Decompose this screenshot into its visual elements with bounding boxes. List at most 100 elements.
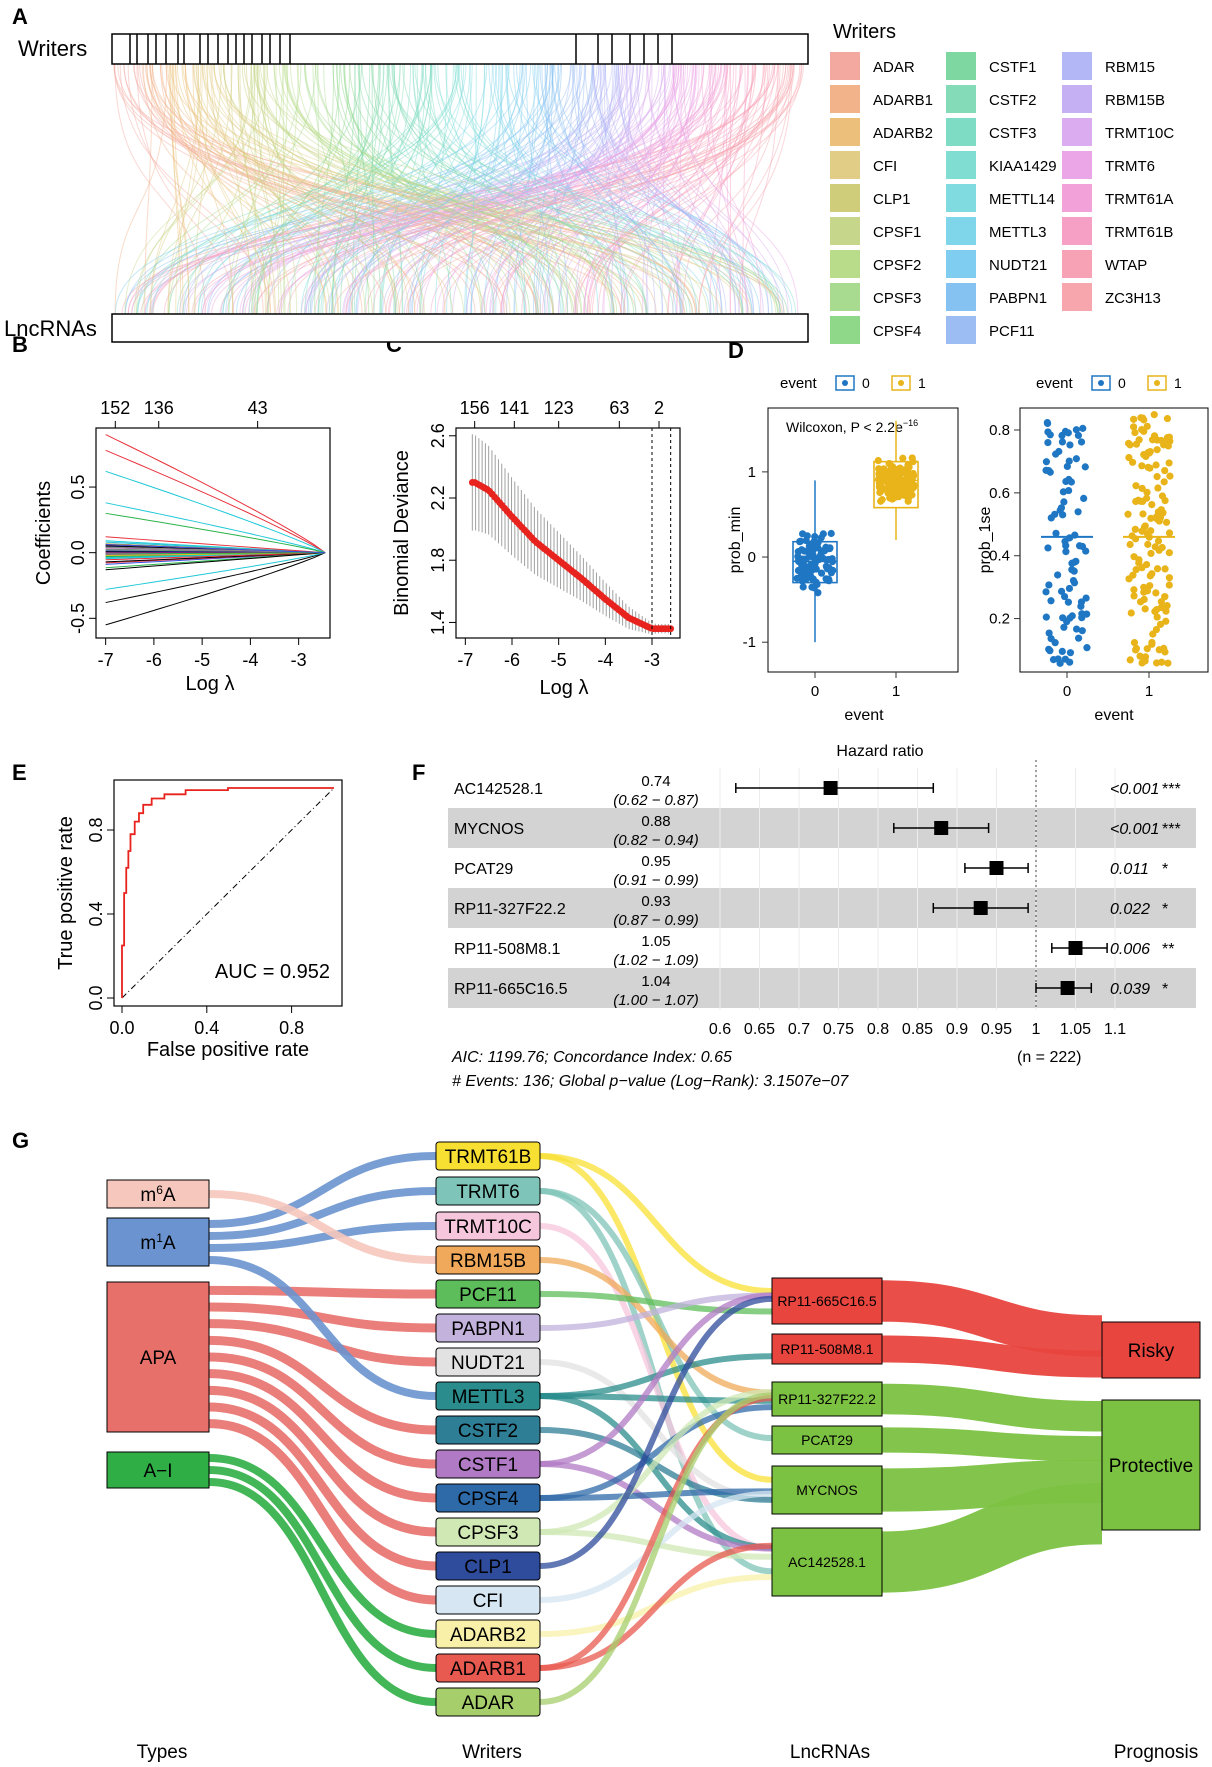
point-event-0 [1059, 614, 1067, 622]
row-p: <0.001 [1110, 781, 1159, 798]
writer-label: RBM15B [450, 1251, 526, 1272]
flow-line [282, 63, 285, 315]
point-event-1 [1140, 427, 1148, 435]
flow-line [142, 63, 275, 315]
flow-line [176, 63, 554, 315]
coef-path [105, 470, 326, 554]
flow-line [576, 63, 629, 315]
flow-line [500, 63, 729, 315]
flow-line [197, 63, 255, 315]
flow-line [124, 63, 555, 315]
lncrna-label: RP11-665C16.5 [777, 1293, 877, 1309]
legend-label-rbm15: RBM15 [1105, 59, 1155, 76]
x-tick-label: -3 [291, 650, 307, 670]
point-event-0 [800, 570, 808, 578]
flow-line [573, 63, 755, 315]
flow-line [201, 63, 729, 315]
point-event-1 [1154, 484, 1162, 492]
flow-line [442, 63, 686, 315]
point-event-0 [1077, 438, 1086, 446]
panel-label-b: B [12, 332, 28, 357]
point-event-0 [1042, 613, 1050, 621]
panel-label-g: G [12, 1128, 29, 1153]
legend-label-mettl3: METTL3 [989, 224, 1047, 241]
point-event-0 [1054, 571, 1062, 579]
row-ci: (0.87 − 0.99) [613, 912, 698, 929]
writers-legend: ADAR ADARB1 ADARB2 CFI CLP1 CPSF1 CPSF2 CPSF3 CP… [830, 52, 1174, 344]
writers-bar-ticks [129, 34, 673, 64]
x-tick-label: -6 [146, 650, 162, 670]
point-event-0 [1064, 429, 1072, 437]
flow-line [124, 63, 549, 315]
flow-line [239, 63, 678, 315]
point-event-0 [1074, 508, 1082, 516]
flow-line [208, 63, 622, 315]
flow-line [242, 63, 676, 315]
point-event-1 [1153, 659, 1161, 667]
point-event-1 [1157, 598, 1165, 606]
flow-line [738, 63, 779, 315]
flow-line [589, 63, 754, 315]
flow-line [256, 63, 341, 315]
flow-line [469, 63, 623, 315]
point-event-1 [888, 463, 897, 471]
flow-line [244, 63, 705, 315]
flow-line [480, 63, 716, 315]
legend-label-trmt6: TRMT6 [1105, 158, 1155, 175]
flow-line [355, 63, 539, 315]
legend-swatch [830, 217, 860, 245]
lncrna-node [771, 1527, 883, 1597]
point-event-0 [1051, 510, 1059, 518]
flow-line [357, 63, 660, 315]
flow-line [647, 63, 769, 315]
flow-line [591, 63, 764, 315]
flow-line [336, 63, 370, 315]
point-event-0 [1052, 529, 1060, 537]
flow-line [419, 63, 448, 315]
x-tick-label: 0 [1063, 683, 1071, 700]
point-event-1 [1137, 414, 1145, 422]
type-writer-flow [208, 1402, 437, 1571]
writer-label: CSTF2 [458, 1421, 518, 1442]
box [873, 460, 919, 509]
flow-line [391, 63, 743, 315]
point-event-1 [1165, 574, 1173, 582]
flow-line [370, 63, 743, 315]
writer-lncrna-flow [539, 1223, 773, 1552]
flow-line [305, 63, 652, 315]
flow-line [584, 63, 682, 315]
flow-line [113, 63, 752, 315]
lncrna-prognosis-flow [881, 1427, 1103, 1462]
flow-line [256, 63, 280, 315]
flow-line [304, 63, 575, 315]
flow-line [443, 63, 795, 315]
point-event-1 [1132, 440, 1141, 448]
point-event-1 [1161, 466, 1169, 475]
writer-node [435, 1279, 541, 1309]
top-tick-label: 2 [654, 398, 664, 418]
point-event-0 [1045, 581, 1053, 589]
legend-label-nudt21: NUDT21 [989, 257, 1047, 274]
flow-line [176, 63, 401, 315]
row-stars: * [1162, 901, 1168, 918]
writer-node [435, 1449, 541, 1479]
panel-e-axes: 0.0 0.4 0.8 0.0 0.4 0.8 [86, 817, 304, 1038]
plot-frame [95, 427, 331, 639]
flow-line [241, 63, 652, 315]
legend-swatch [946, 184, 976, 212]
point-event-1 [1131, 525, 1139, 533]
flow-line [127, 63, 756, 315]
flow-line [119, 63, 264, 315]
deviance-curve [468, 428, 675, 638]
point-event-0 [1046, 647, 1054, 655]
flow-line [628, 63, 764, 315]
panel-c-axes: -7 -6 -5 -4 -3 1.4 1.8 2.2 2.6 156 141 123 63 2 [428, 398, 664, 670]
flow-line [484, 63, 524, 315]
flow-line [283, 63, 569, 315]
writer-lncrna-flow [539, 1295, 773, 1569]
flow-line [218, 63, 682, 315]
flow-line [513, 63, 535, 315]
writer-lncrna-flow [539, 1257, 773, 1396]
flow-line [334, 63, 465, 315]
flow-line [586, 63, 735, 315]
